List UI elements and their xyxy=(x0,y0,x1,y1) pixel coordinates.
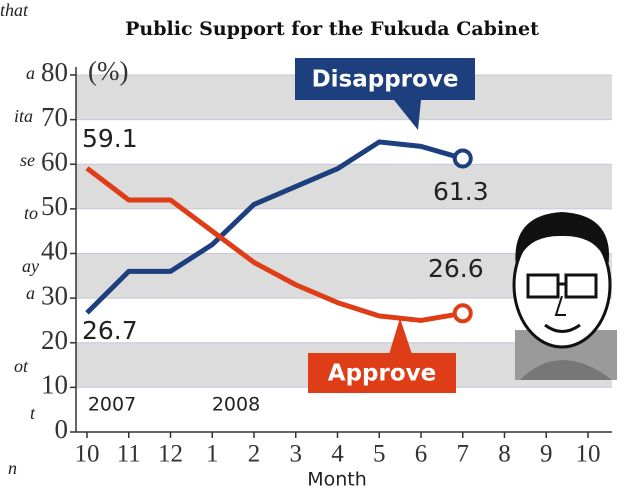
side-text-line: t xyxy=(30,403,36,423)
value-label: 26.6 xyxy=(428,254,484,283)
x-tick-label: 10 xyxy=(576,441,601,468)
legend-pointer xyxy=(389,318,412,353)
side-text-line: ita xyxy=(14,106,33,126)
side-text-line: a xyxy=(26,63,35,83)
side-text-line: ot xyxy=(14,356,29,376)
y-tick-label: 20 xyxy=(41,325,68,355)
x-tick-label: 12 xyxy=(158,441,183,468)
unit-label: (%) xyxy=(88,56,128,86)
side-text-line: a xyxy=(26,283,35,303)
y-tick-label: 50 xyxy=(41,191,68,221)
legend-label: Approve xyxy=(328,361,436,387)
x-tick-label: 3 xyxy=(290,441,303,468)
x-tick-label: 10 xyxy=(75,441,100,468)
legend-label: Disapprove xyxy=(312,67,459,93)
y-tick-label: 10 xyxy=(41,370,68,400)
y-tick-label: 80 xyxy=(41,57,68,87)
x-tick-label: 2 xyxy=(248,441,261,468)
legend-pointer xyxy=(394,100,421,130)
value-label: 59.1 xyxy=(82,124,138,153)
side-text-line: n xyxy=(8,458,17,478)
value-label: 61.3 xyxy=(433,177,489,206)
x-tick-label: 8 xyxy=(498,441,511,468)
series-line xyxy=(85,139,464,315)
end-marker xyxy=(452,303,473,324)
chart-title: Public Support for the Fukuda Cabinet xyxy=(125,18,539,40)
x-tick-label: 1 xyxy=(206,441,219,468)
y-tick-label: 60 xyxy=(41,146,68,176)
legend-box xyxy=(295,58,475,100)
side-text-line: se xyxy=(20,150,35,170)
side-text-line: that xyxy=(0,0,29,20)
x-tick-label: 5 xyxy=(373,441,386,468)
x-tick-label: 4 xyxy=(331,441,344,468)
series-line xyxy=(85,166,464,323)
x-tick-label: 9 xyxy=(540,441,553,468)
y-tick-label: 40 xyxy=(41,236,68,266)
y-tick-label: 70 xyxy=(41,102,68,132)
cartoon xyxy=(512,212,617,380)
value-label: 26.7 xyxy=(82,316,138,345)
year-label: 2008 xyxy=(212,394,260,416)
year-label: 2007 xyxy=(88,394,136,416)
side-text-line: ay xyxy=(22,256,39,276)
x-tick-label: 7 xyxy=(457,441,470,468)
x-tick-label: 6 xyxy=(415,441,428,468)
side-text-line: to xyxy=(24,203,38,223)
y-tick-label: 0 xyxy=(55,414,69,444)
y-tick-label: 30 xyxy=(41,280,68,310)
side-text: that a ita se to ay a ot t n xyxy=(0,0,39,478)
x-tick-label: 11 xyxy=(117,441,141,468)
end-marker xyxy=(452,148,473,169)
legend-box xyxy=(308,353,456,393)
x-axis-label: Month xyxy=(307,469,367,491)
